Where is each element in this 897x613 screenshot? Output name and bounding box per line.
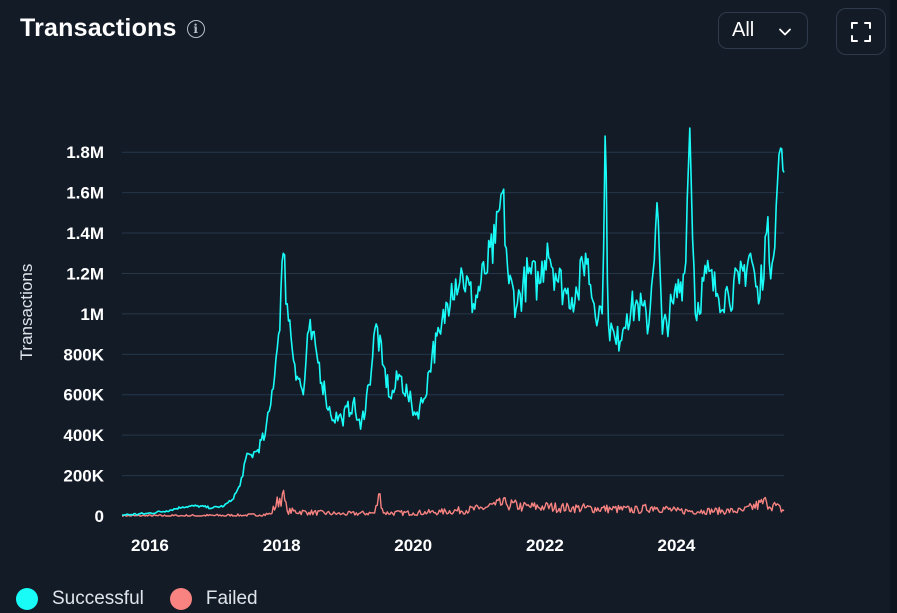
y-tick-label: 1.6M [66, 184, 104, 203]
transactions-chart: 0 200K 400K 600K 800K 1M 1.2M 1.4M 1.6M 1.8M 2016… [17, 127, 785, 555]
card-header: Transactions i [20, 14, 205, 43]
y-tick-label: 200K [63, 467, 104, 486]
y-tick-label: 1.8M [66, 143, 104, 162]
legend-label-successful: Successful [52, 588, 144, 609]
x-tick-label: 2022 [526, 536, 564, 555]
legend-swatch-failed [169, 588, 192, 610]
time-range-value: All [732, 19, 755, 41]
x-tick-label: 2018 [263, 536, 301, 555]
x-axis-ticks: 2016 2018 2020 2022 2024 [131, 536, 696, 555]
y-tick-label: 0 [95, 507, 104, 526]
fullscreen-button[interactable] [836, 8, 886, 55]
y-tick-label: 1.4M [66, 224, 104, 243]
series-layer [122, 127, 785, 517]
y-tick-label: 1.2M [66, 264, 104, 283]
y-tick-label: 1M [80, 305, 104, 324]
y-axis-ticks: 0 200K 400K 600K 800K 1M 1.2M 1.4M 1.6M 1.8M [63, 143, 104, 526]
time-range-dropdown[interactable]: All [718, 12, 808, 49]
x-tick-label: 2020 [394, 536, 432, 555]
y-tick-label: 600K [63, 386, 104, 405]
legend-swatch-successful [16, 588, 38, 610]
expand-icon [851, 22, 871, 42]
card-title: Transactions [20, 14, 177, 42]
info-icon[interactable]: i [186, 19, 205, 38]
legend-item-failed[interactable]: Failed [169, 588, 258, 610]
scrollbar-track[interactable] [890, 0, 897, 613]
chevron-down-icon [779, 28, 791, 36]
y-tick-label: 800K [63, 345, 104, 364]
series-line-successful [122, 127, 785, 516]
y-axis-label: Transactions [17, 264, 36, 361]
x-tick-label: 2016 [131, 536, 169, 555]
x-tick-label: 2024 [658, 536, 696, 555]
grid-lines [122, 151, 784, 477]
legend-item-successful[interactable]: Successful [16, 588, 144, 610]
y-tick-label: 400K [63, 426, 104, 445]
legend-label-failed: Failed [205, 588, 258, 609]
chart-legend: Successful Failed [16, 588, 284, 610]
series-line-failed [122, 489, 785, 517]
